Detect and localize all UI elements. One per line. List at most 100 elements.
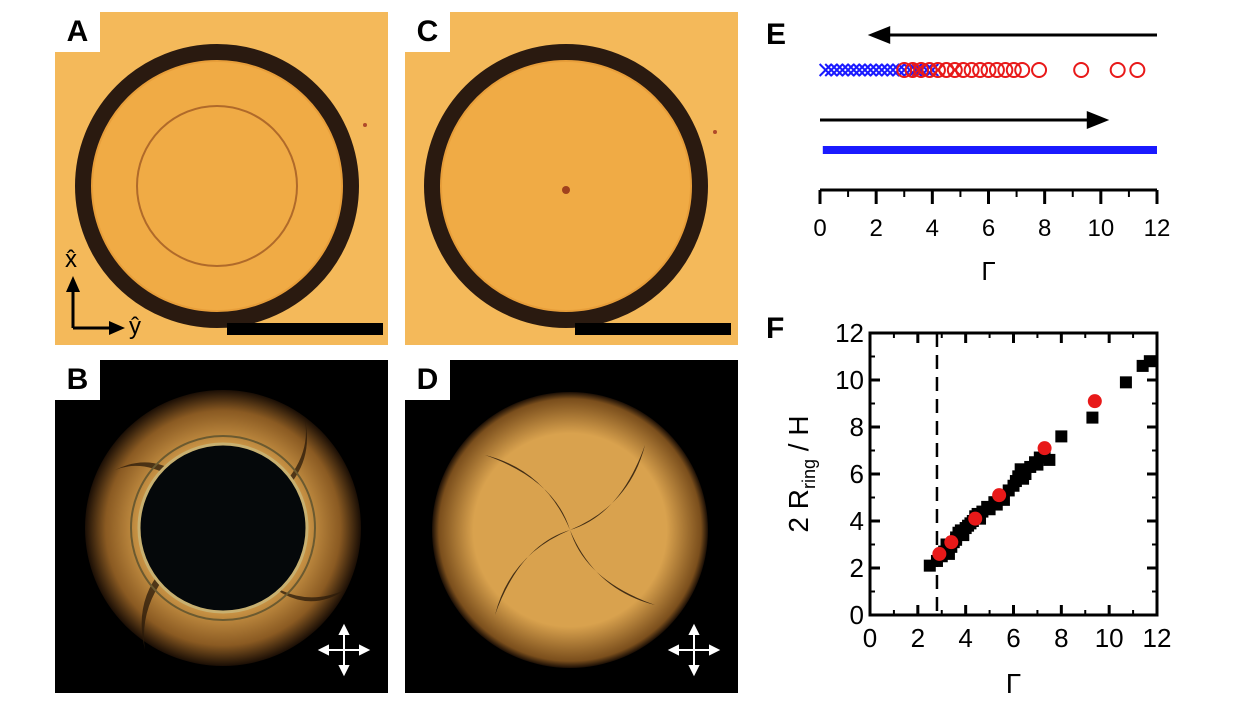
data-point-cross [891,63,906,77]
data-point-cross [880,63,895,77]
data-point-square [1031,458,1044,471]
y-tick-label: 4 [850,506,864,536]
data-point-cross [914,63,928,77]
x-tick-label: 12 [1144,215,1171,242]
data-point-circle [955,62,972,78]
core-halo [130,435,316,621]
data-point-circle [997,62,1014,78]
x-tick-label: 8 [1038,215,1051,242]
panel-b-label: B [55,360,100,400]
y-tick-label: 0 [850,600,864,630]
center-defect [562,186,570,194]
direction-arrowhead-right [1086,111,1110,129]
y-tick-label: 12 [835,318,864,348]
scale-bar [575,323,731,335]
data-point-circle [1037,441,1052,456]
y-tick-label: 6 [850,459,864,489]
data-point-circle [972,62,989,78]
data-point-circle [988,62,1005,78]
data-point-cross [841,63,855,77]
x-tick-label: 6 [1006,623,1020,653]
panel-a-label: A [55,12,100,52]
data-point-cross [835,63,850,77]
data-point-cross [830,63,844,77]
y-tick-label: 8 [850,412,864,442]
data-point-cross [824,63,838,77]
data-point-cross [948,63,962,77]
data-point-circle [921,62,938,78]
x-tick-label: 4 [926,215,939,242]
panel-f-label: F [766,312,784,345]
data-point-square [1119,376,1132,389]
panel-d-image [405,360,738,693]
data-point-circle [946,62,963,78]
data-point-circle [963,62,980,78]
polarizer-cross-icon [317,623,371,677]
data-point-circle [1031,62,1048,78]
data-point-cross [818,63,833,77]
panel-c-drawing [424,44,731,335]
panel-d-drawing [432,392,721,677]
y-tick-label: 2 [850,553,864,583]
panel-b-drawing [85,390,371,677]
data-point-circle [1005,62,1022,78]
data-point-cross [897,63,911,77]
x-axis-title: Γ [1006,668,1021,699]
data-point-circle [896,62,913,78]
panel-c-label: C [405,12,450,52]
data-point-square [1055,430,1068,443]
data-point-square [954,524,967,537]
x-tick-label: 0 [813,215,826,242]
x-axis-title: Γ [981,256,995,286]
x-tick-label: 2 [869,215,882,242]
x-tick-label: 2 [911,623,925,653]
direction-arrowhead-left [867,26,891,44]
data-point-circle [992,488,1007,503]
y-tick-label: 10 [835,365,864,395]
data-point-circle [938,62,955,78]
data-point-cross [931,63,945,77]
data-point-circle [1129,62,1146,78]
x-tick-label: 6 [982,215,995,242]
data-point-circle [929,62,946,78]
data-point-circle [944,535,959,550]
x-tick-label: 10 [1095,623,1124,653]
droplet-interior [93,62,341,310]
panel-b-image [55,360,388,693]
polarizer-cross-icon [667,623,721,677]
data-point-circle [904,62,921,78]
data-point-circle [968,511,983,526]
panel-f-chart: F 0 2 4 6 8 10 12 0 2 4 6 8 10 12 Γ 2 Rring / H [766,312,1172,699]
data-point-cross [869,63,883,77]
panel-c-image [405,12,738,345]
data-point-circle [1109,62,1126,78]
x-tick-label: 10 [1087,215,1114,242]
x-tick-label: 4 [958,623,972,653]
panel-d-label: D [405,360,450,400]
panel-a-image: x̂ ŷ [55,12,388,345]
data-point-circle [980,62,997,78]
data-point-circle [932,546,947,561]
data-point-circle [1087,394,1102,409]
data-point-circle [913,62,930,78]
x-axis-label: x̂ [65,246,77,273]
x-tick-label: 8 [1054,623,1068,653]
data-point-cross [886,63,900,77]
data-point-cross [875,63,889,77]
y-axis-label: ŷ [129,313,141,340]
dark-core [137,442,309,614]
speck [363,123,367,127]
data-point-circle [1014,62,1031,78]
scale-bar [227,323,383,335]
y-axis-title: 2 Rring / H [783,415,819,532]
data-point-cross [852,63,867,77]
panel-e-chart: E 0 2 4 6 8 10 12 Γ [766,18,1171,286]
data-point-square [1143,355,1156,368]
axis-arrows: x̂ ŷ [65,246,141,340]
x-tick-label: 12 [1143,623,1172,653]
panel-e-label: E [766,18,786,51]
data-point-square [1017,472,1030,485]
data-point-cross [858,63,872,77]
inner-ring [136,105,298,267]
data-point-cross [846,63,861,77]
